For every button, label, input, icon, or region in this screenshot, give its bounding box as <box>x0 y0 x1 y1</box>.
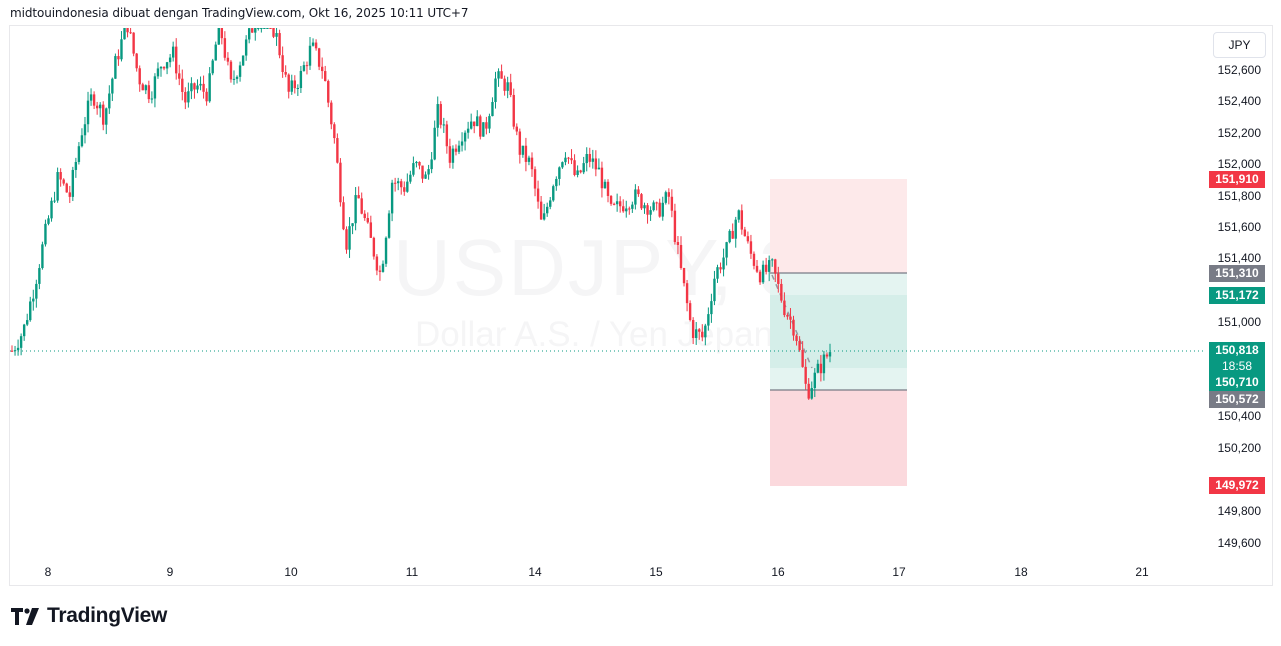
price-tick: 151,600 <box>1217 220 1261 234</box>
description-watermark: Dollar A.S. / Yen Jepang <box>415 315 793 354</box>
time-tick: 18 <box>1014 565 1028 579</box>
stop-price-badge-lower: 149,972 <box>1209 477 1265 494</box>
time-tick: 10 <box>284 565 298 579</box>
price-tick: 152,400 <box>1217 94 1261 108</box>
time-tick: 14 <box>528 565 542 579</box>
price-tick: 152,000 <box>1217 157 1261 171</box>
candles-group <box>10 28 832 400</box>
tradingview-logo[interactable]: TradingView <box>11 604 167 628</box>
price-tick: 152,200 <box>1217 126 1261 140</box>
target-price-value: 150,710 <box>1215 375 1259 389</box>
price-tick: 149,600 <box>1217 536 1261 550</box>
entry-price-badge-lower: 150,572 <box>1209 391 1265 408</box>
profit-zone-light-bottom <box>770 368 907 390</box>
price-tick: 149,800 <box>1217 504 1261 518</box>
price-tick: 151,000 <box>1217 315 1261 329</box>
projection-dashed-line <box>771 274 813 369</box>
price-tick: 150,200 <box>1217 441 1261 455</box>
time-tick: 8 <box>44 565 52 579</box>
current-price-badge: 150,818 18:58 150,710 <box>1209 342 1265 392</box>
entry-price-badge: 151,310 <box>1209 265 1265 282</box>
time-tick: 9 <box>166 565 174 579</box>
price-tick: 151,400 <box>1217 251 1261 265</box>
profit-zone-light-top <box>770 273 907 295</box>
time-tick: 21 <box>1135 565 1149 579</box>
mid-target-badge: 151,172 <box>1209 287 1265 304</box>
bar-countdown: 18:58 <box>1221 359 1253 373</box>
stop-zone-upper[interactable] <box>770 179 907 273</box>
tradingview-logo-icon <box>11 607 39 625</box>
current-price-value: 150,818 <box>1215 343 1259 357</box>
tradingview-logo-text: TradingView <box>47 604 168 627</box>
time-tick: 17 <box>892 565 906 579</box>
currency-unit-button[interactable]: JPY <box>1213 32 1266 58</box>
chart-pane[interactable] <box>9 25 1273 586</box>
stop-zone-lower[interactable] <box>770 390 907 486</box>
stop-price-badge-upper: 151,910 <box>1209 171 1265 188</box>
time-tick: 11 <box>405 565 419 579</box>
price-tick: 151,800 <box>1217 189 1261 203</box>
chart-caption: midtouindonesia dibuat dengan TradingVie… <box>10 6 469 20</box>
time-tick: 15 <box>649 565 663 579</box>
price-tick: 150,400 <box>1217 409 1261 423</box>
time-tick: 16 <box>771 565 785 579</box>
price-tick: 152,600 <box>1217 63 1261 77</box>
